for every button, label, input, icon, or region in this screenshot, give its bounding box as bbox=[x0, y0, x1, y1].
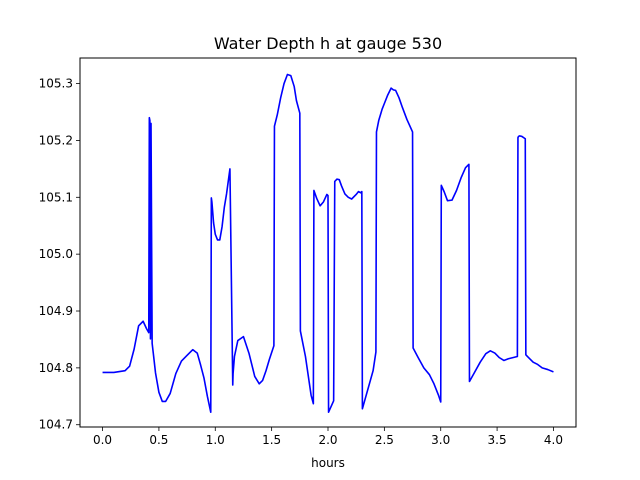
x-axis: 0.0 0.5 1.0 1.5 2.0 2.5 3.0 3.5 4.0 bbox=[93, 427, 563, 447]
y-tick-label: 104.7 bbox=[39, 418, 73, 432]
water-depth-line bbox=[102, 73, 554, 414]
y-tick-label: 105.2 bbox=[39, 133, 73, 147]
x-tick-label: 2.0 bbox=[318, 433, 337, 447]
x-tick-label: 2.5 bbox=[375, 433, 394, 447]
x-tick-label: 0.5 bbox=[149, 433, 168, 447]
x-tick-label: 1.0 bbox=[206, 433, 225, 447]
x-tick-label: 1.5 bbox=[262, 433, 281, 447]
x-axis-label: hours bbox=[311, 456, 345, 470]
y-tick-label: 104.9 bbox=[39, 304, 73, 318]
plot-area bbox=[102, 73, 554, 414]
x-tick-label: 0.0 bbox=[93, 433, 112, 447]
x-tick-label: 3.5 bbox=[488, 433, 507, 447]
x-tick-label: 4.0 bbox=[544, 433, 563, 447]
y-tick-label: 105.3 bbox=[39, 77, 73, 91]
y-tick-label: 105.1 bbox=[39, 190, 73, 204]
chart-title: Water Depth h at gauge 530 bbox=[214, 34, 442, 53]
y-tick-label: 104.8 bbox=[39, 361, 73, 375]
x-tick-label: 3.0 bbox=[431, 433, 450, 447]
y-tick-label: 105.0 bbox=[39, 247, 73, 261]
y-axis: 104.7 104.8 104.9 105.0 105.1 105.2 105.3 bbox=[39, 77, 80, 432]
